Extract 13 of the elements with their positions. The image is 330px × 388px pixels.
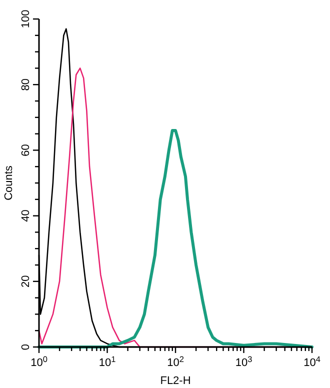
y-tick-label: 20 [20, 275, 32, 288]
x-tick-label: 10$^{2}$ [167, 354, 184, 369]
x-tick-label: 10$^{1}$ [98, 354, 116, 369]
x-axis-title: FL2-H [160, 375, 191, 387]
x-tick-label: 10$^{0}$ [30, 354, 48, 369]
x-tick-label: 10$^{4}$ [304, 354, 321, 369]
y-axis-title: Counts [3, 165, 15, 200]
y-tick-label: 40 [20, 210, 32, 222]
y-tick-label: 80 [20, 78, 32, 91]
y-tick-label: 0 [20, 344, 32, 350]
x-tick-label: 10$^{3}$ [235, 354, 253, 369]
y-tick-label: 100 [20, 10, 32, 28]
y-tick-label: 60 [20, 144, 32, 156]
